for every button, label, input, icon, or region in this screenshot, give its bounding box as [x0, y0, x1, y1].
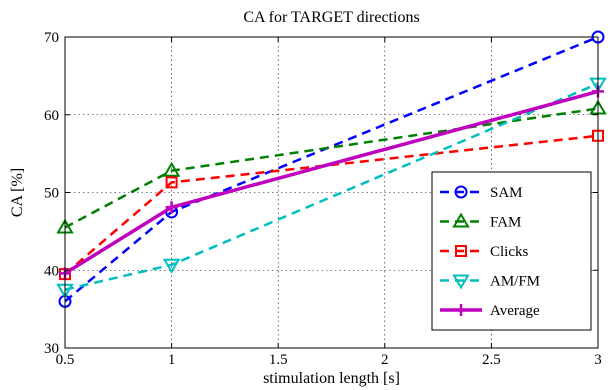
legend-marker [455, 245, 467, 257]
legend-marker [452, 274, 470, 290]
y-tick-label: 40 [44, 263, 59, 279]
legend-entry: Clicks [440, 244, 528, 260]
legend-entry: FAM [440, 212, 521, 231]
x-tick-label: 3 [594, 352, 602, 368]
x-tick-label: 1.5 [269, 352, 288, 368]
y-tick-label: 70 [44, 30, 59, 46]
y-tick-label: 50 [44, 186, 59, 202]
legend-entry: Average [440, 303, 540, 319]
y-tick-label: 60 [44, 108, 59, 124]
data-point [162, 258, 181, 274]
y-tick-label: 30 [44, 341, 59, 357]
legend-entry: SAM [440, 185, 523, 201]
series-line [64, 82, 599, 291]
legend-label: AM/FM [490, 274, 540, 290]
x-axis-label: stimulation length [s] [263, 370, 400, 387]
legend-marker [452, 212, 470, 228]
legend-label: SAM [490, 185, 523, 201]
data-point [162, 161, 181, 177]
data-point [165, 176, 178, 189]
series-line [64, 134, 599, 276]
legend-marker [454, 185, 468, 199]
legend: SAM FAM Clicks AM/FM Average [431, 171, 592, 331]
x-tick-label: 2 [381, 352, 389, 368]
data-point [165, 201, 178, 214]
legend-label: FAM [490, 215, 521, 231]
series-lines [56, 30, 607, 308]
legend-label: Clicks [490, 244, 528, 260]
legend-marker [455, 304, 467, 316]
x-tick-label: 0.5 [56, 352, 75, 368]
legend-entry: AM/FM [440, 274, 540, 290]
x-tick-label: 2.5 [482, 352, 501, 368]
x-tick-label: 1 [168, 352, 176, 368]
axis-ticks: 0.5 1 1.5 2 2.5 3 30 40 50 60 70 [44, 30, 602, 368]
legend-label: Average [490, 303, 540, 319]
chart-title: CA for TARGET directions [243, 9, 419, 26]
grid-lines [65, 37, 598, 348]
y-axis-label: CA [%] [9, 168, 26, 217]
